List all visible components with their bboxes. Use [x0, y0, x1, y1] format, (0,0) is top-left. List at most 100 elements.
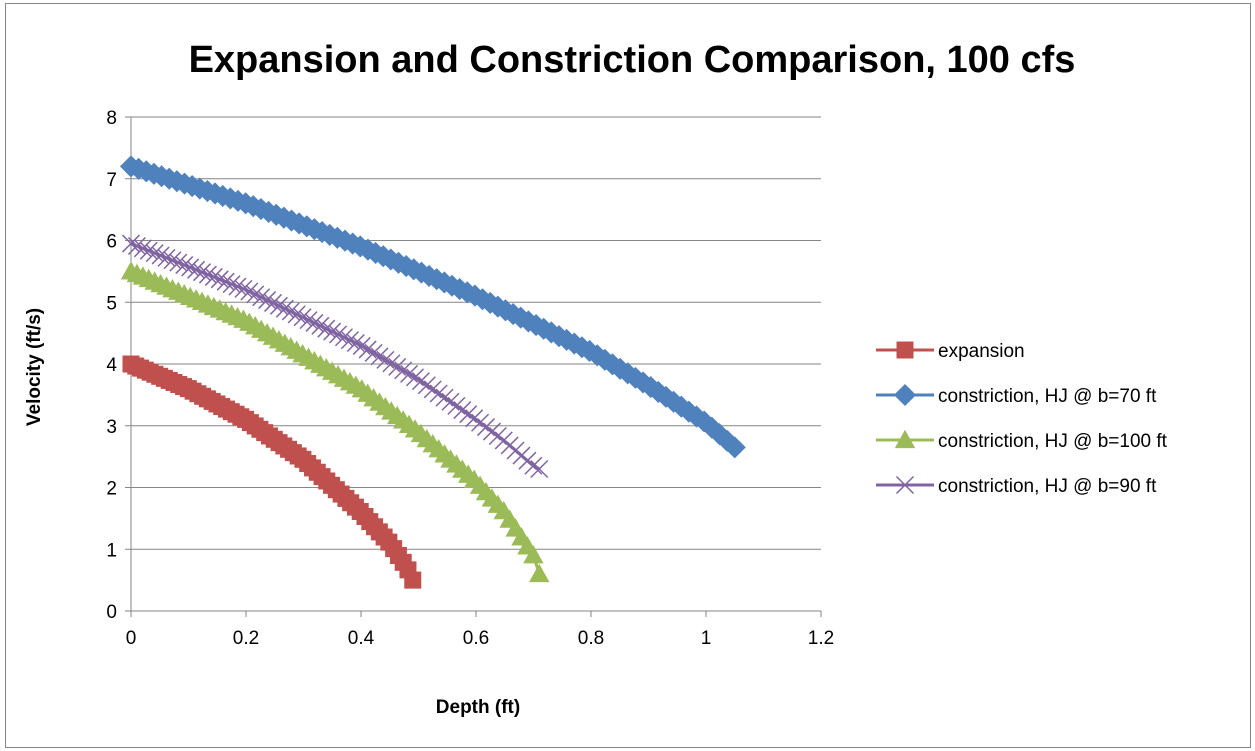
data-point — [382, 354, 401, 373]
data-point — [157, 248, 176, 267]
y-tick-label: 3 — [106, 417, 117, 438]
data-point — [476, 418, 496, 437]
data-point — [234, 279, 253, 298]
data-point — [394, 361, 413, 380]
data-point — [258, 291, 277, 310]
series-2 — [120, 261, 550, 583]
data-point — [323, 322, 342, 341]
data-point — [181, 258, 200, 277]
data-point — [578, 339, 601, 362]
data-point — [723, 436, 746, 459]
legend: expansion constriction, HJ @ b=70 ft const… — [876, 341, 1168, 497]
data-point — [358, 340, 377, 359]
data-point — [299, 311, 318, 330]
legend-item-3: constriction, HJ @ b=90 ft — [876, 475, 1157, 497]
data-point — [388, 357, 407, 376]
y-axis-title: Velocity (ft/s) — [24, 308, 45, 426]
data-point — [423, 380, 442, 399]
legend-label: constriction, HJ @ b=90 ft — [938, 476, 1157, 497]
x-tick-label: 0.8 — [578, 628, 604, 649]
data-point — [530, 459, 549, 479]
data-point — [263, 293, 283, 312]
y-tick-label: 6 — [106, 232, 117, 253]
data-point — [524, 314, 548, 337]
x-tick-label: 1 — [701, 628, 712, 649]
data-point — [459, 405, 478, 424]
data-point — [216, 272, 235, 291]
data-point — [198, 265, 217, 284]
data-point — [435, 388, 454, 407]
x-tick-label: 0.6 — [463, 628, 489, 649]
legend-label: constriction, HJ @ b=100 ft — [938, 431, 1168, 452]
data-point — [151, 246, 170, 265]
y-tick-label: 4 — [106, 355, 117, 376]
legend-marker — [895, 475, 915, 495]
series-3 — [121, 234, 549, 479]
series-1 — [119, 155, 746, 459]
data-point — [240, 282, 259, 301]
data-point — [169, 253, 188, 272]
data-point — [453, 401, 472, 420]
data-point — [647, 380, 670, 403]
data-point — [334, 328, 354, 347]
data-point — [163, 251, 182, 270]
data-point — [317, 319, 336, 338]
x-axis-title: Depth (ft) — [436, 697, 520, 718]
data-point — [447, 396, 466, 415]
data-point — [222, 275, 241, 294]
data-point — [417, 376, 436, 395]
data-point — [404, 571, 422, 589]
legend-item-2: constriction, HJ @ b=100 ft — [876, 429, 1168, 452]
data-point — [509, 306, 532, 329]
data-point — [488, 426, 507, 446]
data-point — [305, 313, 324, 332]
data-point — [693, 410, 716, 433]
data-point — [523, 544, 544, 564]
data-point — [210, 270, 229, 289]
data-point — [364, 343, 383, 362]
data-point — [192, 263, 212, 282]
data-point — [529, 563, 550, 583]
data-point — [281, 302, 300, 321]
data-point — [293, 308, 312, 327]
series-layer — [119, 155, 746, 589]
legend-marker — [893, 383, 917, 407]
data-point — [631, 371, 655, 394]
data-point — [352, 336, 371, 355]
chart-title: Expansion and Constriction Comparison, 1… — [189, 39, 1076, 81]
data-point — [370, 347, 389, 366]
legend-item-1: constriction, HJ @ b=70 ft — [876, 383, 1157, 407]
data-point — [252, 288, 271, 307]
x-tick-label: 0 — [126, 628, 137, 649]
tick-labels: 0 1 2 3 4 5 6 7 8 0 0.2 0.4 0.6 0.8 1 1.2 — [106, 108, 834, 649]
data-point — [121, 234, 141, 253]
data-point — [145, 244, 164, 263]
data-point — [479, 291, 502, 314]
data-point — [340, 331, 359, 350]
data-point — [269, 296, 288, 315]
y-tick-label: 2 — [106, 479, 117, 500]
data-point — [275, 299, 294, 318]
data-point — [670, 395, 693, 418]
legend-marker — [894, 429, 916, 449]
data-point — [228, 277, 247, 296]
data-point — [246, 285, 265, 304]
data-point — [471, 288, 494, 311]
x-tick-label: 0.4 — [348, 628, 375, 649]
y-tick-label: 8 — [106, 108, 117, 129]
data-point — [400, 364, 419, 383]
legend-item-0: expansion — [876, 341, 1025, 362]
data-point — [502, 302, 525, 326]
y-tick-label: 5 — [106, 293, 117, 314]
data-point — [593, 348, 616, 371]
series-0 — [122, 355, 422, 589]
data-point — [540, 321, 563, 344]
data-point — [429, 384, 448, 403]
data-point — [465, 409, 484, 428]
data-point — [204, 267, 223, 286]
data-point — [411, 372, 430, 391]
data-point — [139, 241, 158, 260]
data-point — [471, 413, 490, 432]
y-tick-label: 1 — [106, 540, 117, 561]
